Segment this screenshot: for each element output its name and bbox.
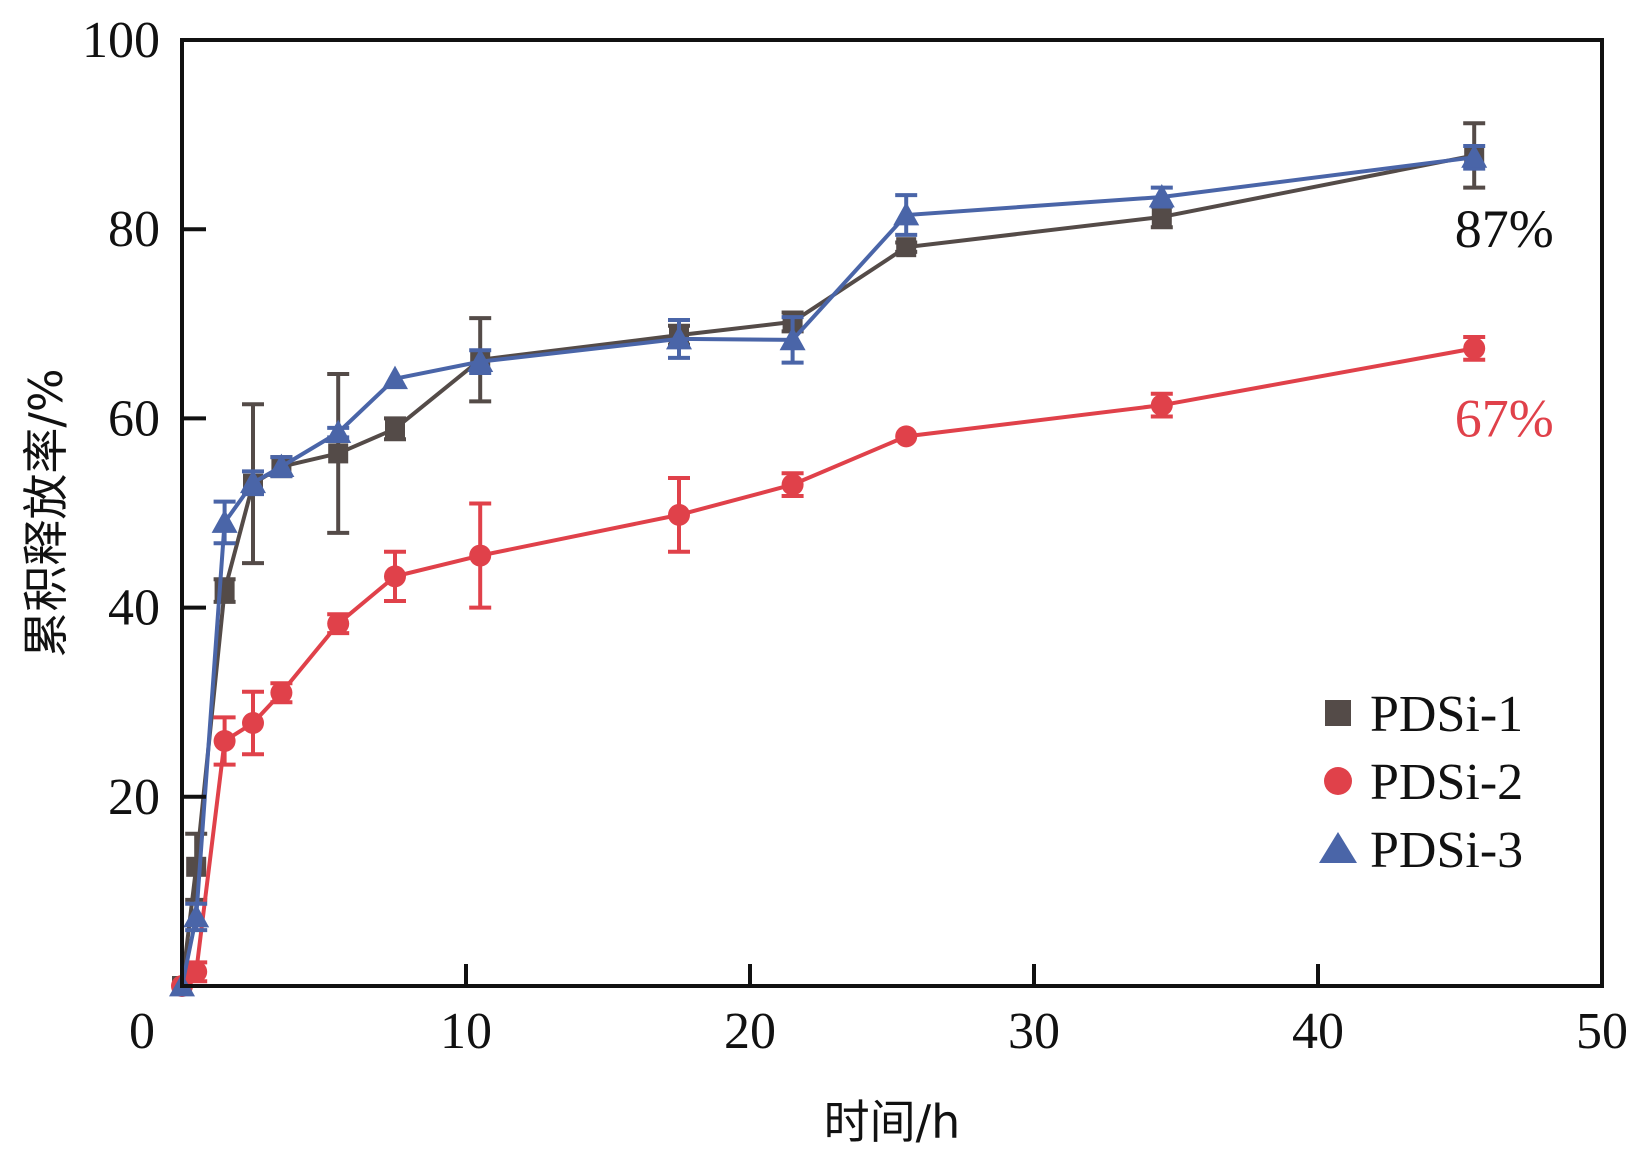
data-point (666, 325, 692, 350)
legend-item: PDSi-3 (1319, 822, 1523, 879)
x-tick-label: 40 (1292, 1003, 1344, 1060)
legend-label: PDSi-1 (1370, 686, 1523, 743)
data-point (385, 418, 405, 439)
data-point (270, 681, 293, 704)
data-point (1148, 184, 1175, 208)
x-tick-label: 20 (724, 1003, 776, 1060)
legend-item: PDSi-2 (1324, 754, 1523, 811)
y-axis-title: 累积释放率/% (19, 368, 73, 657)
x-tick-label: 10 (440, 1003, 492, 1060)
data-point (1151, 206, 1172, 227)
data-point (327, 612, 350, 635)
y-axis-ticks: 20 40 60 80 100 (82, 12, 206, 826)
data-point (668, 503, 690, 526)
plot-frame (180, 38, 1604, 988)
data-point (1463, 337, 1486, 360)
series-pdsi-2 (171, 335, 1486, 997)
y-tick-label: 100 (82, 12, 160, 69)
data-point (781, 473, 804, 496)
x-tick-label: 50 (1576, 1003, 1628, 1060)
legend-square-icon (1325, 700, 1351, 726)
x-tick-label: 30 (1008, 1003, 1060, 1060)
legend-label: PDSi-3 (1370, 822, 1523, 879)
data-point (893, 202, 920, 226)
series-line (180, 153, 1475, 987)
y-tick-label: 80 (108, 201, 160, 258)
data-point (186, 856, 207, 877)
series-layer (169, 121, 1488, 997)
data-point (467, 348, 494, 373)
series-pdsi-3 (169, 143, 1488, 997)
data-point (469, 544, 492, 567)
legend-circle-icon (1324, 767, 1352, 795)
data-point (1461, 144, 1488, 168)
series-line (180, 155, 1475, 987)
data-point (183, 903, 210, 928)
data-point (185, 960, 208, 983)
data-point (240, 469, 266, 494)
data-point (1150, 394, 1173, 417)
annotation-label: 67% (1455, 388, 1554, 448)
data-point (213, 729, 236, 752)
data-point (384, 565, 406, 588)
data-point (242, 712, 264, 735)
data-point (896, 237, 917, 258)
x-axis-ticks: 0 10 20 30 40 50 (129, 964, 1628, 1060)
x-tick-label: 0 (129, 1003, 155, 1060)
data-point (382, 365, 408, 390)
series-line (180, 346, 1475, 988)
legend-label: PDSi-2 (1370, 754, 1523, 811)
data-point (895, 425, 918, 448)
data-point (211, 509, 238, 533)
y-tick-label: 20 (108, 769, 160, 826)
data-point (779, 326, 806, 351)
annotations: 87% 67% (1455, 199, 1554, 448)
y-tick-label: 40 (108, 580, 160, 637)
legend-item: PDSi-1 (1325, 686, 1523, 743)
data-point (325, 419, 352, 443)
y-tick-label: 60 (108, 390, 160, 447)
annotation-label: 87% (1455, 199, 1554, 259)
data-point (328, 443, 349, 464)
legend-triangle-icon (1319, 832, 1357, 863)
legend: PDSi-1 PDSi-2 PDSi-3 (1319, 686, 1523, 879)
data-point (268, 453, 295, 478)
series-pdsi-1 (172, 121, 1486, 996)
x-axis-title: 时间/h (824, 1095, 961, 1149)
